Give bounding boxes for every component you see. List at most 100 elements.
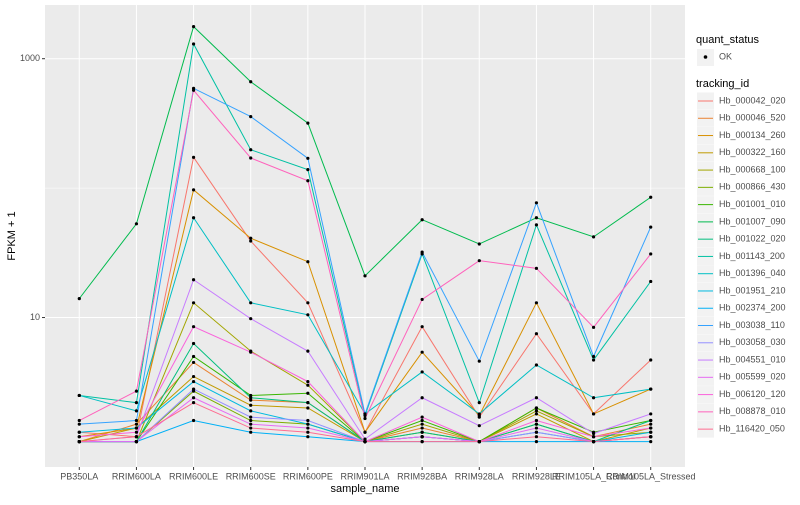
data-point [306, 301, 310, 305]
data-point [77, 297, 81, 301]
y-tick-label: 1000 [20, 53, 40, 63]
data-point [420, 422, 424, 426]
data-point [249, 409, 253, 413]
legend-label: Hb_001007_090 [719, 216, 786, 226]
data-point [534, 223, 539, 227]
legend-label: Hb_001143_200 [719, 251, 785, 261]
data-point [77, 439, 81, 444]
data-point [77, 422, 81, 426]
legend-label: Hb_000046_520 [719, 113, 786, 123]
data-point [249, 301, 253, 305]
data-point [477, 412, 481, 416]
legend-label: Hb_001396_040 [719, 268, 786, 278]
data-point [591, 439, 596, 444]
x-tick-label: RRIM901LA [340, 471, 389, 481]
data-point [191, 88, 196, 92]
legend-label: OK [719, 51, 732, 61]
data-point [534, 363, 539, 367]
legend-label: Hb_000042_020 [719, 95, 786, 105]
x-axis-title: sample_name [330, 483, 399, 495]
data-point [249, 236, 253, 240]
data-point [477, 401, 481, 405]
data-point [591, 431, 596, 436]
data-point [249, 426, 253, 430]
data-point [420, 350, 424, 354]
data-point [420, 426, 424, 430]
data-point [591, 358, 596, 362]
data-point [134, 401, 139, 405]
legend-label: Hb_000322_160 [719, 147, 786, 157]
data-point [306, 379, 310, 384]
legend-label: Hb_002374_200 [719, 303, 786, 313]
data-point [534, 301, 539, 305]
data-point [477, 359, 481, 363]
data-point [420, 396, 424, 400]
data-point [249, 422, 253, 426]
data-point [134, 409, 139, 413]
data-point [534, 409, 539, 413]
x-tick-label: RRIM105LA_Stressed [606, 471, 696, 481]
data-point [191, 325, 196, 329]
data-point [249, 398, 253, 402]
data-point [306, 430, 310, 434]
data-point [477, 424, 481, 428]
data-point [306, 391, 310, 395]
data-point [649, 252, 653, 256]
data-point [134, 439, 139, 444]
data-point [306, 383, 310, 387]
data-point [77, 430, 81, 434]
data-point [191, 418, 196, 423]
data-point [420, 430, 424, 434]
data-point [134, 222, 139, 226]
legend-label: Hb_001022_020 [719, 234, 786, 244]
data-point [649, 387, 653, 391]
data-point [534, 412, 539, 416]
data-point [249, 418, 253, 423]
data-point [249, 350, 253, 354]
data-point [649, 279, 653, 284]
data-point [363, 412, 367, 416]
legend-label: Hb_116420_050 [719, 424, 785, 434]
x-tick-label: RRIM928LE [512, 471, 561, 481]
y-axis-title: FPKM + 1 [6, 211, 18, 260]
data-point [191, 374, 196, 379]
data-point [591, 235, 596, 239]
legend-label: Hb_001001_010 [719, 199, 786, 209]
data-point [306, 401, 310, 405]
data-point [534, 216, 539, 220]
data-point [534, 435, 539, 439]
data-point [191, 379, 196, 384]
legend-symbol [703, 55, 708, 59]
legend-label: Hb_000668_100 [719, 164, 786, 174]
legend-label: Hb_000134_260 [719, 130, 786, 140]
data-point [649, 422, 653, 426]
data-point [420, 415, 424, 419]
data-point [534, 439, 539, 444]
data-point [249, 114, 253, 119]
data-point [191, 387, 196, 391]
data-point [591, 354, 596, 359]
x-tick-label: RRIM600LE [169, 471, 218, 481]
data-point [249, 239, 253, 243]
data-point [306, 121, 310, 125]
data-point [306, 426, 310, 430]
data-point [534, 332, 539, 336]
x-tick-label: RRIM600SE [226, 471, 276, 481]
x-tick-label: RRIM600LA [112, 471, 161, 481]
data-point [477, 242, 481, 246]
y-tick-label: 10 [30, 312, 40, 322]
data-point [649, 426, 653, 430]
data-point [191, 301, 196, 305]
data-point [134, 426, 139, 430]
data-point [534, 406, 539, 410]
data-point [77, 418, 81, 423]
data-point [534, 201, 539, 205]
legend-label: Hb_006120_120 [719, 389, 786, 399]
data-point [591, 435, 596, 439]
data-point [306, 406, 310, 410]
x-tick-label: RRIM928BA [397, 471, 447, 481]
data-point [363, 439, 367, 444]
data-point [249, 317, 253, 321]
legend-label: Hb_005599_020 [719, 372, 786, 382]
